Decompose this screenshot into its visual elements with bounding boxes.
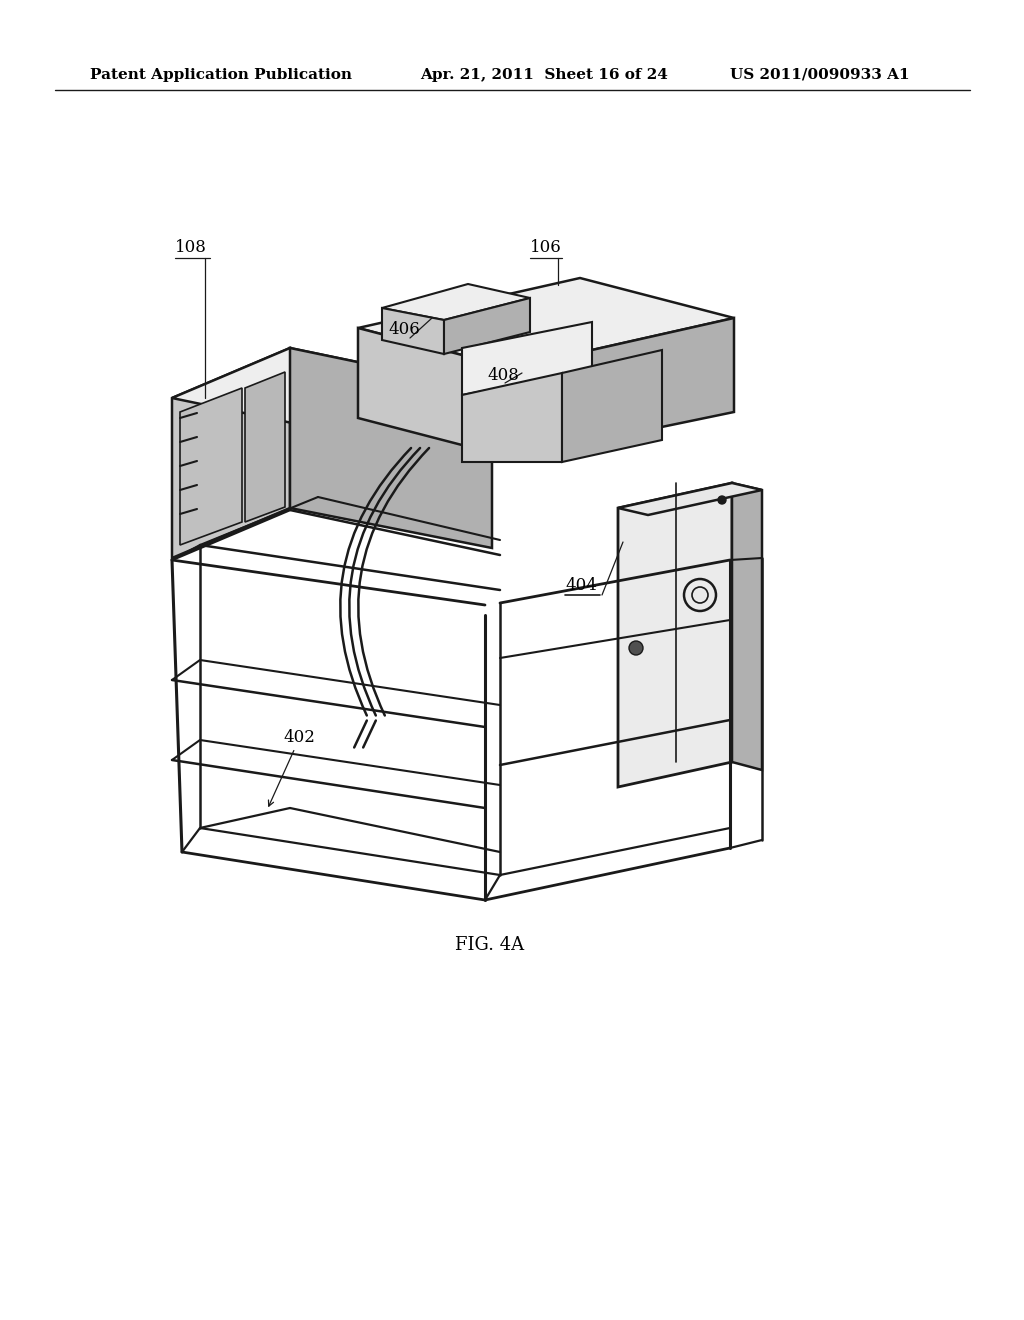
Polygon shape: [732, 483, 762, 770]
Polygon shape: [358, 279, 734, 368]
Polygon shape: [290, 348, 492, 548]
Circle shape: [718, 496, 726, 504]
Text: 408: 408: [487, 367, 519, 384]
Polygon shape: [618, 483, 762, 515]
Polygon shape: [462, 322, 592, 395]
Text: US 2011/0090933 A1: US 2011/0090933 A1: [730, 69, 909, 82]
Text: 406: 406: [388, 322, 420, 338]
Polygon shape: [172, 348, 492, 440]
Text: FIG. 4A: FIG. 4A: [456, 936, 524, 954]
Polygon shape: [172, 348, 290, 558]
Polygon shape: [180, 388, 242, 545]
Polygon shape: [618, 483, 732, 787]
Text: 106: 106: [530, 239, 562, 256]
Polygon shape: [562, 350, 662, 462]
Polygon shape: [245, 372, 285, 521]
Polygon shape: [382, 284, 530, 319]
Circle shape: [629, 642, 643, 655]
Polygon shape: [512, 318, 734, 458]
Text: Apr. 21, 2011  Sheet 16 of 24: Apr. 21, 2011 Sheet 16 of 24: [420, 69, 668, 82]
Text: Patent Application Publication: Patent Application Publication: [90, 69, 352, 82]
Polygon shape: [444, 298, 530, 354]
Text: 108: 108: [175, 239, 207, 256]
Polygon shape: [382, 308, 444, 354]
Polygon shape: [462, 374, 562, 462]
Text: 402: 402: [283, 730, 314, 747]
Polygon shape: [358, 327, 512, 458]
Text: 404: 404: [565, 577, 597, 594]
